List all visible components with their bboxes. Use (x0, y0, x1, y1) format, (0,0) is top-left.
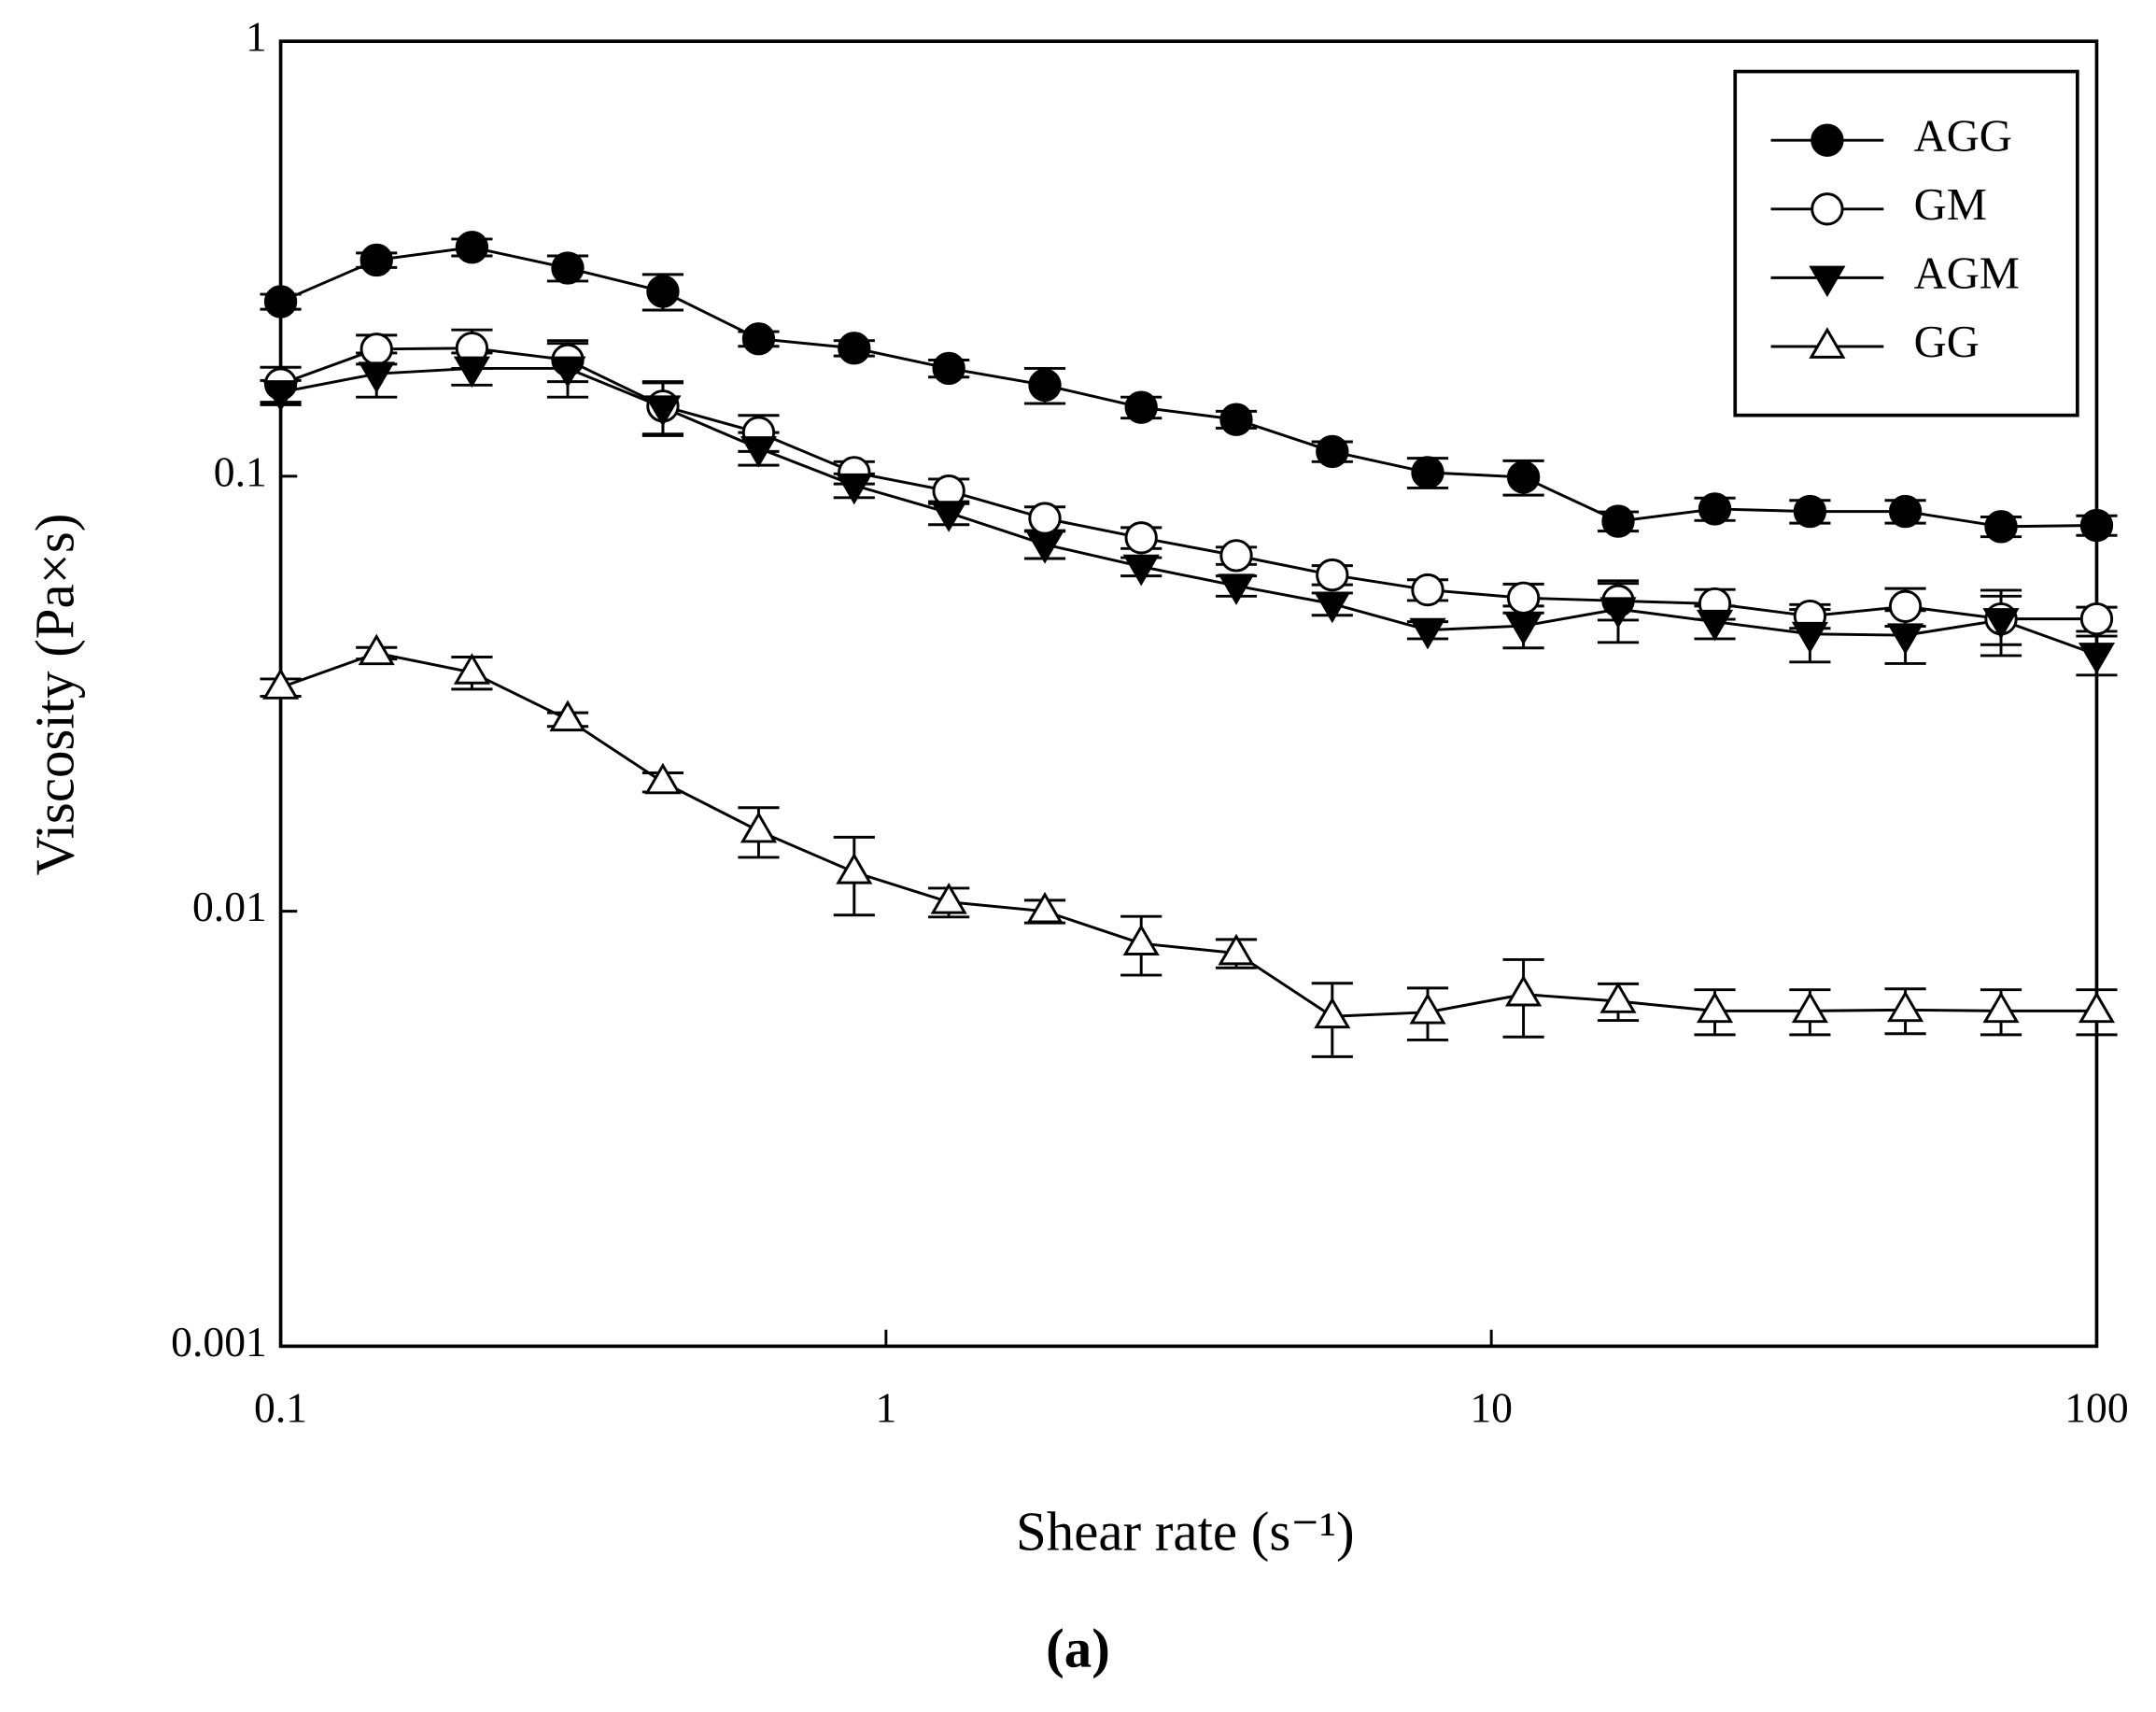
data-point (1887, 623, 1924, 655)
data-point (262, 380, 300, 412)
data-point (644, 762, 682, 795)
data-point (1124, 521, 1158, 555)
y-tick-label: 0.1 (214, 447, 267, 495)
data-point (1982, 608, 2020, 640)
caption: (a) (1046, 1619, 1110, 1679)
x-tick-label: 10 (1470, 1384, 1513, 1432)
series-line (280, 366, 2097, 657)
data-point (549, 356, 586, 389)
data-point (1219, 539, 1253, 573)
legend-marker (1809, 265, 1846, 298)
data-point (740, 436, 778, 468)
data-point (2079, 601, 2114, 636)
legend: AGG GM AGM GG (1733, 69, 2079, 417)
data-point (1409, 617, 1446, 650)
data-point (358, 633, 395, 666)
data-point (1505, 614, 1543, 645)
data-point (1888, 589, 1923, 623)
data-point (1793, 494, 1827, 529)
data-point (1599, 982, 1637, 1013)
legend-marker (1809, 327, 1846, 359)
x-tick-label: 1 (875, 1384, 896, 1432)
x-axis-label: Shear rate (s⁻¹) (1016, 1502, 1355, 1563)
data-point (1411, 573, 1444, 607)
data-point (1506, 460, 1541, 494)
data-point (1316, 434, 1349, 469)
data-point (1026, 891, 1064, 924)
data-point (1122, 924, 1160, 955)
data-point (2078, 991, 2116, 1024)
data-point (932, 351, 965, 386)
data-point (359, 332, 393, 366)
data-point (1409, 992, 1446, 1025)
data-point (1791, 991, 1828, 1024)
data-point (1124, 390, 1158, 424)
data-point (1028, 368, 1062, 402)
x-tick-label: 0.1 (254, 1384, 307, 1432)
data-point (549, 700, 586, 732)
legend-box (1733, 69, 2079, 417)
data-point (1698, 492, 1732, 526)
y-tick-label: 0.01 (192, 883, 267, 930)
data-point (262, 668, 300, 700)
data-point (1028, 502, 1062, 535)
data-point (455, 231, 489, 264)
data-point (1316, 558, 1349, 592)
data-point (930, 501, 967, 532)
data-point (358, 361, 395, 393)
data-point (551, 251, 585, 285)
data-point (2079, 508, 2114, 543)
x-tick-label: 100 (2064, 1384, 2128, 1432)
legend-marker (1811, 123, 1844, 157)
data-point (644, 395, 682, 427)
data-point (930, 883, 967, 914)
data-point (1505, 974, 1543, 1007)
data-point (1601, 504, 1635, 538)
data-point (2078, 643, 2116, 674)
data-point (1506, 581, 1541, 615)
data-point (1218, 933, 1255, 966)
legend-label: AGM (1914, 248, 2020, 299)
legend-marker (1811, 192, 1844, 226)
data-point (1314, 997, 1351, 1029)
data-point (740, 811, 778, 843)
legend-label: GM (1914, 179, 1987, 230)
y-tick-label: 1 (246, 13, 267, 61)
data-point (1696, 609, 1734, 642)
data-point (1218, 573, 1255, 605)
data-point (838, 332, 871, 365)
data-point (453, 356, 490, 389)
data-point (741, 322, 776, 356)
legend-label: AGG (1914, 110, 2012, 161)
data-point (1888, 494, 1923, 529)
data-point (1026, 532, 1064, 564)
data-point (1887, 990, 1924, 1023)
data-point (453, 653, 490, 685)
data-point (263, 285, 298, 318)
y-axis-label: Viscosity (Pa×s) (25, 514, 86, 876)
data-point (1599, 597, 1637, 629)
data-point (1411, 456, 1444, 489)
data-point (836, 473, 873, 505)
data-point (1791, 621, 1828, 654)
legend-label: GG (1914, 317, 1980, 367)
data-point (1984, 510, 2018, 544)
data-point (1696, 991, 1734, 1024)
data-point (836, 853, 873, 884)
series-line (280, 651, 2097, 1018)
data-point (359, 243, 393, 277)
data-point (646, 275, 680, 308)
data-point (1219, 403, 1253, 436)
data-point (1122, 554, 1160, 587)
data-point (1314, 591, 1351, 624)
y-tick-label: 0.001 (171, 1318, 267, 1365)
data-point (1982, 991, 2020, 1024)
